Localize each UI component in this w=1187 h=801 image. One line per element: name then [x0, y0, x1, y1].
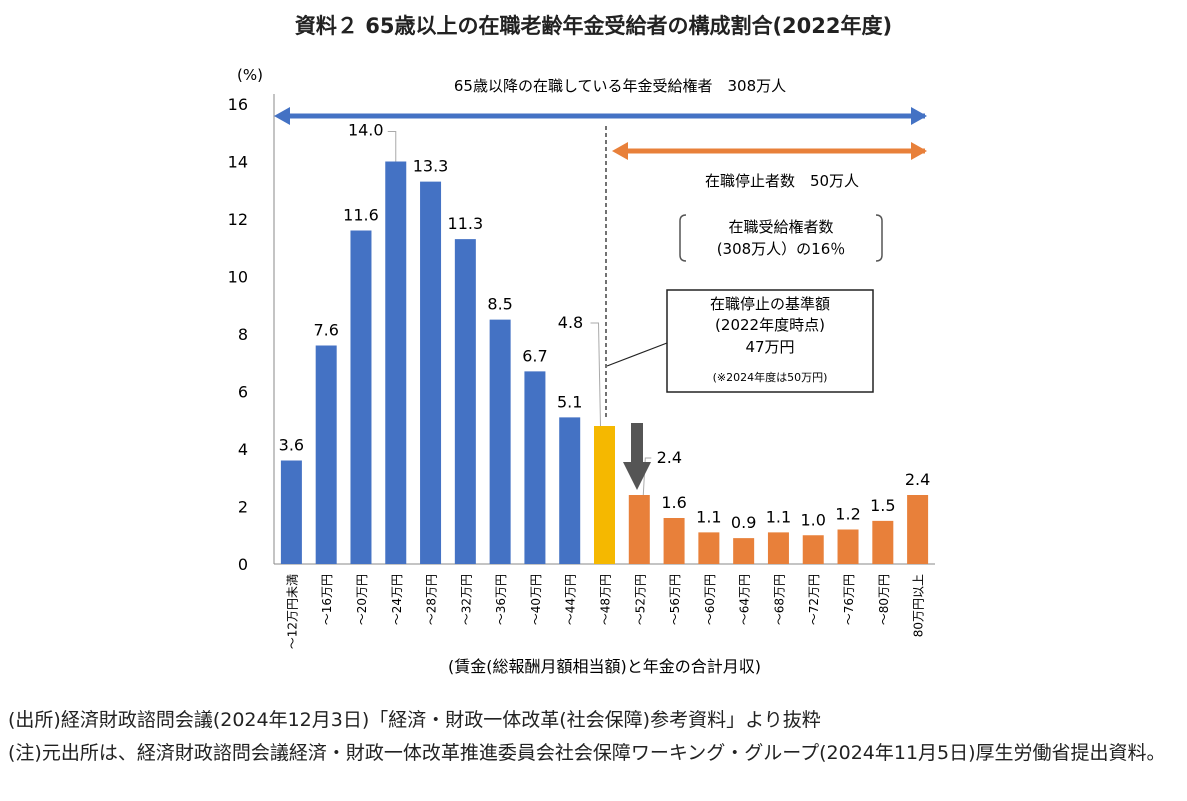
data-label: 2.4	[657, 448, 682, 467]
bar	[907, 495, 929, 564]
source-note: (出所)経済財政諮問会議(2024年12月3日)「経済・財政一体改革(社会保障)…	[8, 709, 821, 731]
y-tick-label: 8	[238, 325, 248, 344]
arrow-head-left	[274, 107, 290, 125]
data-label: 2.4	[905, 470, 930, 489]
data-label: 8.5	[487, 295, 512, 314]
arrow-head-left	[612, 142, 628, 160]
data-label: 3.6	[279, 436, 304, 455]
bar	[420, 181, 442, 564]
bar	[350, 230, 372, 564]
bar	[837, 529, 859, 564]
x-tick-label: ～56万円	[668, 574, 682, 625]
x-tick-label: ～20万円	[355, 574, 369, 625]
down-arrow-icon	[623, 423, 651, 490]
arrow-head-right	[911, 107, 927, 125]
box-text: (2022年度時点)	[715, 316, 825, 334]
y-tick-label: 4	[238, 440, 248, 459]
x-tick-label: ～36万円	[494, 574, 508, 625]
x-tick-label: 80万円以上	[912, 574, 926, 637]
bar	[385, 161, 407, 564]
bar	[559, 417, 581, 564]
data-label: 1.5	[870, 496, 895, 515]
y-tick-label: 2	[238, 498, 248, 517]
box-text: (※2024年度は50万円)	[713, 370, 828, 384]
data-label: 11.3	[448, 214, 484, 233]
x-tick-label: ～48万円	[599, 574, 613, 625]
stopped-range-label: 在職停止者数 50万人	[705, 172, 859, 190]
y-tick-label: 0	[238, 555, 248, 574]
bar	[594, 426, 615, 564]
data-label: 11.6	[343, 206, 379, 225]
data-label: 6.7	[522, 346, 547, 365]
bar	[315, 345, 337, 564]
leader-line	[387, 131, 397, 162]
bracket-left	[679, 214, 687, 262]
y-axis-label: (%)	[237, 66, 263, 84]
x-tick-label: ～60万円	[703, 574, 717, 625]
page-title: 資料２ 65歳以上の在職老齢年金受給者の構成割合(2022年度)	[294, 14, 893, 38]
y-tick-label: 14	[228, 153, 248, 172]
data-label: 1.0	[801, 510, 826, 529]
bar	[280, 460, 302, 564]
x-tick-label: ～16万円	[320, 574, 334, 625]
box-leader	[606, 342, 668, 367]
data-label: 0.9	[731, 513, 756, 532]
bar-chart: 0 2 4 6 8 10 12 14 16 (%) 3.6 ～12万円未満 7.6 ～16万円 11.6 ～2…	[228, 66, 935, 676]
x-tick-label: ～28万円	[425, 574, 439, 625]
data-label: 1.2	[835, 505, 860, 524]
bar	[872, 520, 894, 564]
bracket-right	[875, 214, 883, 262]
bar	[454, 239, 476, 564]
all-range-label: 65歳以降の在職している年金受給権者 308万人	[454, 77, 786, 95]
x-axis-label: (賃金(総報酬月額相当額)と年金の合計月収)	[448, 657, 761, 676]
bar	[489, 319, 511, 564]
leader-line	[590, 322, 601, 427]
bar	[628, 495, 650, 564]
x-tick-label: ～32万円	[459, 574, 473, 625]
bar	[663, 518, 685, 564]
notes: (出所)経済財政諮問会議(2024年12月3日)「経済・財政一体改革(社会保障)…	[8, 704, 1183, 770]
bar	[733, 538, 755, 564]
data-label: 7.6	[313, 321, 338, 340]
x-tick-label: ～68万円	[772, 574, 786, 625]
y-tick-label: 6	[238, 383, 248, 402]
data-label: 13.3	[413, 157, 449, 176]
x-tick-label: ～24万円	[390, 574, 404, 625]
threshold-box	[666, 289, 874, 393]
x-tick-label: ～76万円	[842, 574, 856, 625]
footnote: (注)元出所は、経済財政諮問会議経済・財政一体改革推進委員会社会保障ワーキング・…	[8, 742, 1166, 764]
leader-line	[642, 457, 652, 496]
data-label: 5.1	[557, 392, 582, 411]
x-tick-label: ～80万円	[877, 574, 891, 625]
share-label: 在職受給権者数	[728, 218, 833, 236]
x-tick-label: ～12万円未満	[285, 574, 299, 649]
box-text: 47万円	[745, 338, 794, 356]
box-text: 在職停止の基準額	[710, 295, 830, 313]
x-tick-label: ～40万円	[529, 574, 543, 625]
x-tick-label: ～52万円	[633, 574, 647, 625]
data-label: 1.1	[766, 507, 791, 526]
bar	[698, 532, 720, 564]
x-tick-label: ～44万円	[564, 574, 578, 625]
y-tick-label: 10	[228, 268, 248, 287]
bar	[524, 371, 546, 564]
y-tick-label: 16	[228, 95, 248, 114]
data-label: 1.1	[696, 507, 721, 526]
y-tick-label: 12	[228, 210, 248, 229]
bar	[802, 535, 824, 564]
x-tick-label: ～64万円	[738, 574, 752, 625]
arrow-head-right	[911, 142, 927, 160]
bar	[767, 532, 789, 564]
data-label: 4.8	[558, 313, 583, 332]
share-label: (308万人）の16％	[717, 240, 846, 258]
data-label: 1.6	[661, 493, 686, 512]
x-tick-label: ～72万円	[807, 574, 821, 625]
data-label: 14.0	[348, 121, 384, 140]
